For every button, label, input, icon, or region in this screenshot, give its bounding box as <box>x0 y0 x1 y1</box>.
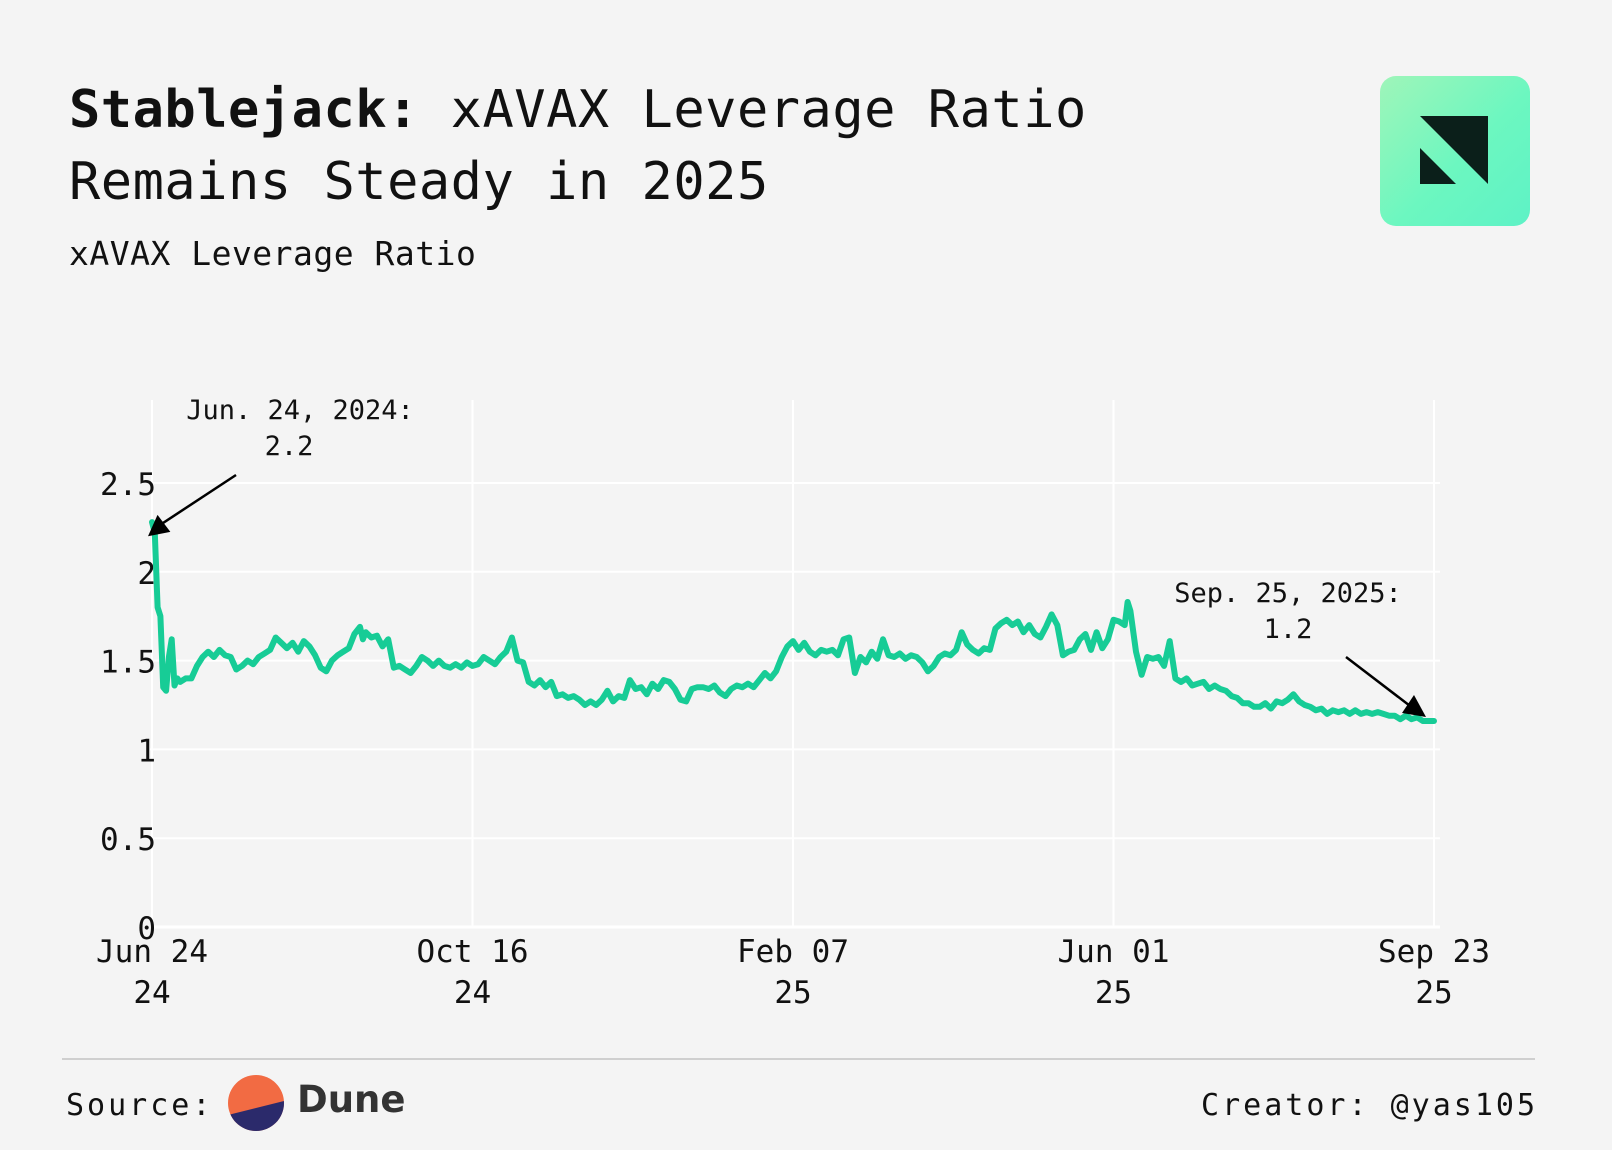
series-line <box>149 519 1437 724</box>
source-label: Source: <box>66 1088 214 1123</box>
annotation-arrow <box>1345 656 1415 710</box>
footer-divider <box>62 1058 1535 1060</box>
annotations: Jun. 24, 2024: 2.2 Sep. 25, 2025: 1.2 <box>148 395 1426 717</box>
y-tick-label: 0 <box>137 911 156 947</box>
title-line1-rest: xAVAX Leverage Ratio <box>418 80 1087 140</box>
grid-lines <box>150 400 1440 929</box>
source-name: Dune <box>297 1078 406 1121</box>
y-axis-ticks: 0 0.5 1 1.5 2 2.5 <box>100 467 156 947</box>
title-bold: Stablejack: <box>69 80 419 140</box>
y-tick-label: 1.5 <box>100 645 156 681</box>
x-tick-label: Jun 01 <box>1058 934 1170 970</box>
x-tick-label: Feb 07 <box>737 934 849 970</box>
x-tick-label: Oct 16 <box>417 934 529 970</box>
x-tick-sublabel: 25 <box>774 975 811 1011</box>
x-tick-sublabel: 25 <box>1415 975 1452 1011</box>
chart-subtitle: xAVAX Leverage Ratio <box>69 234 477 273</box>
x-axis-ticks: Jun 24 24 Oct 16 24 Feb 07 25 Jun 01 25 Sep 23 25 <box>96 934 1490 1011</box>
dune-logo-icon <box>228 1075 284 1131</box>
title-line2: Remains Steady in 2025 <box>69 152 769 212</box>
x-tick-label: Jun 24 <box>96 934 208 970</box>
annotation-arrowhead <box>1402 694 1426 717</box>
y-tick-label: 1 <box>137 733 156 769</box>
annotation-arrowhead <box>148 514 171 537</box>
annotation-label: Jun. 24, 2024: <box>186 395 414 426</box>
brand-logo <box>1380 76 1530 226</box>
page-title: Stablejack: xAVAX Leverage Ratio Remains … <box>69 74 1087 218</box>
y-tick-label: 0.5 <box>100 822 156 858</box>
annotation-value: 2.2 <box>265 431 314 462</box>
brand-logo-icon <box>1420 116 1488 184</box>
x-tick-sublabel: 24 <box>133 975 170 1011</box>
x-tick-label: Sep 23 <box>1378 934 1490 970</box>
x-tick-sublabel: 24 <box>454 975 491 1011</box>
creator-credit: Creator: @yas105 <box>1201 1088 1538 1123</box>
y-tick-label: 2 <box>137 556 156 592</box>
x-tick-sublabel: 25 <box>1095 975 1132 1011</box>
annotation-label: Sep. 25, 2025: <box>1174 578 1402 609</box>
annotation-arrow <box>157 473 237 528</box>
annotation-value: 1.2 <box>1264 614 1313 645</box>
y-tick-label: 2.5 <box>100 467 156 503</box>
